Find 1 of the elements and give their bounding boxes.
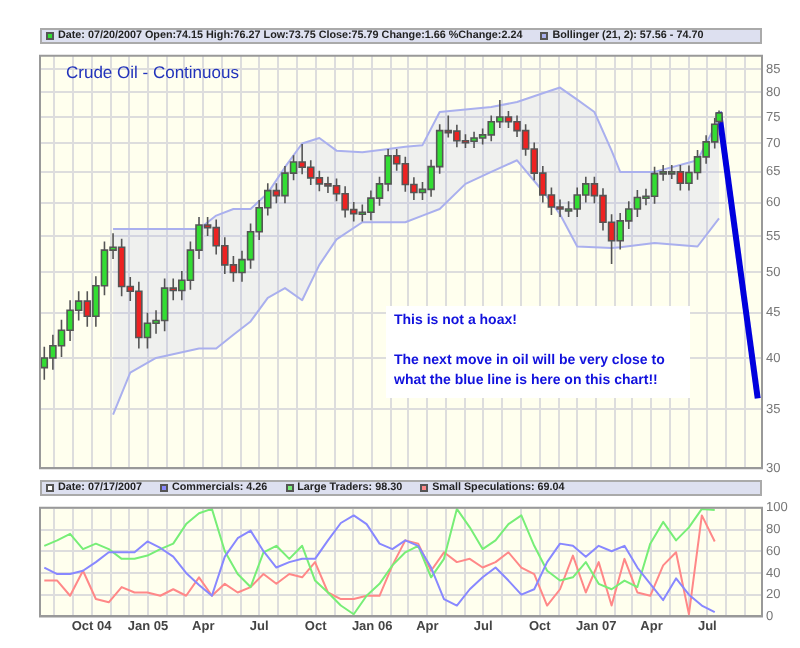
chart-title: Crude Oil - Continuous	[66, 62, 239, 82]
